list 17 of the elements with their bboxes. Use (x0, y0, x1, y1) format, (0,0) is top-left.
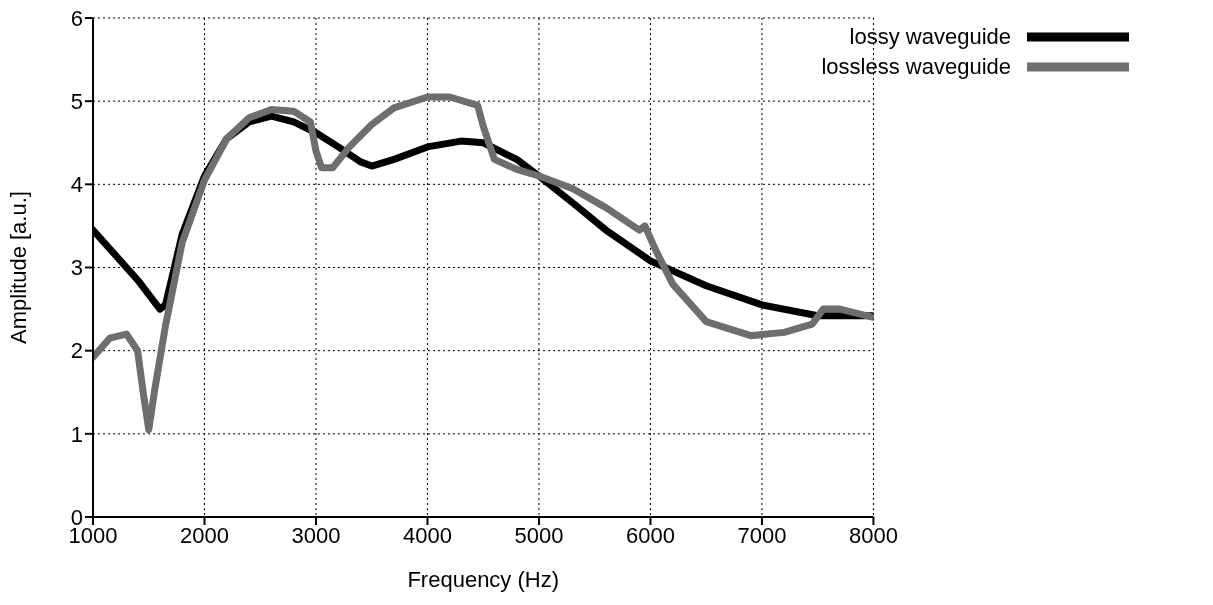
x-axis-title: Frequency (Hz) (407, 567, 560, 592)
y-axis-title: Amplitude [a.u.] (5, 191, 31, 344)
x-tick-label: 4000 (403, 522, 452, 548)
x-tick-label: 5000 (514, 522, 564, 548)
x-tick-label: 6000 (625, 522, 675, 548)
x-tick-label: 2000 (180, 522, 229, 548)
y-tick-label: 1 (70, 421, 83, 447)
legend-label: lossless waveguide (821, 53, 1011, 81)
y-tick-label: 3 (70, 255, 83, 281)
y-tick-label: 6 (70, 5, 83, 31)
y-tick-label: 4 (70, 172, 83, 198)
y-tick-label: 2 (70, 338, 83, 364)
y-tick-label: 5 (70, 88, 83, 114)
x-tick-label: 7000 (737, 522, 787, 548)
x-tick-label: 3000 (291, 522, 341, 548)
legend-label: lossy waveguide (849, 23, 1011, 51)
x-tick-label: 8000 (848, 522, 898, 548)
